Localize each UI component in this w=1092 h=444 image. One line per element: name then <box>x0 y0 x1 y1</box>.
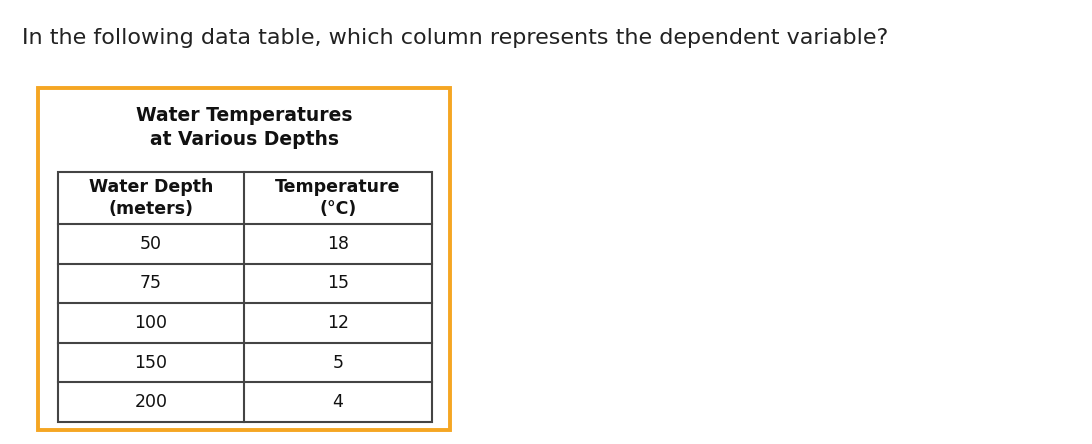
Bar <box>58 172 432 422</box>
Text: 12: 12 <box>327 314 349 332</box>
Text: at Various Depths: at Various Depths <box>150 130 339 149</box>
Text: 150: 150 <box>134 353 167 372</box>
Bar <box>38 88 450 430</box>
Text: Water Temperatures: Water Temperatures <box>135 106 353 125</box>
Text: 18: 18 <box>327 235 349 253</box>
Text: Water Depth: Water Depth <box>88 178 213 196</box>
Text: 50: 50 <box>140 235 162 253</box>
Text: 15: 15 <box>327 274 349 293</box>
Text: In the following data table, which column represents the dependent variable?: In the following data table, which colum… <box>22 28 888 48</box>
Text: 4: 4 <box>333 393 344 411</box>
Text: (meters): (meters) <box>108 200 193 218</box>
Text: Temperature: Temperature <box>275 178 401 196</box>
Text: (°C): (°C) <box>319 200 357 218</box>
Text: 5: 5 <box>332 353 344 372</box>
Text: 75: 75 <box>140 274 162 293</box>
Text: 100: 100 <box>134 314 167 332</box>
Text: 200: 200 <box>134 393 167 411</box>
